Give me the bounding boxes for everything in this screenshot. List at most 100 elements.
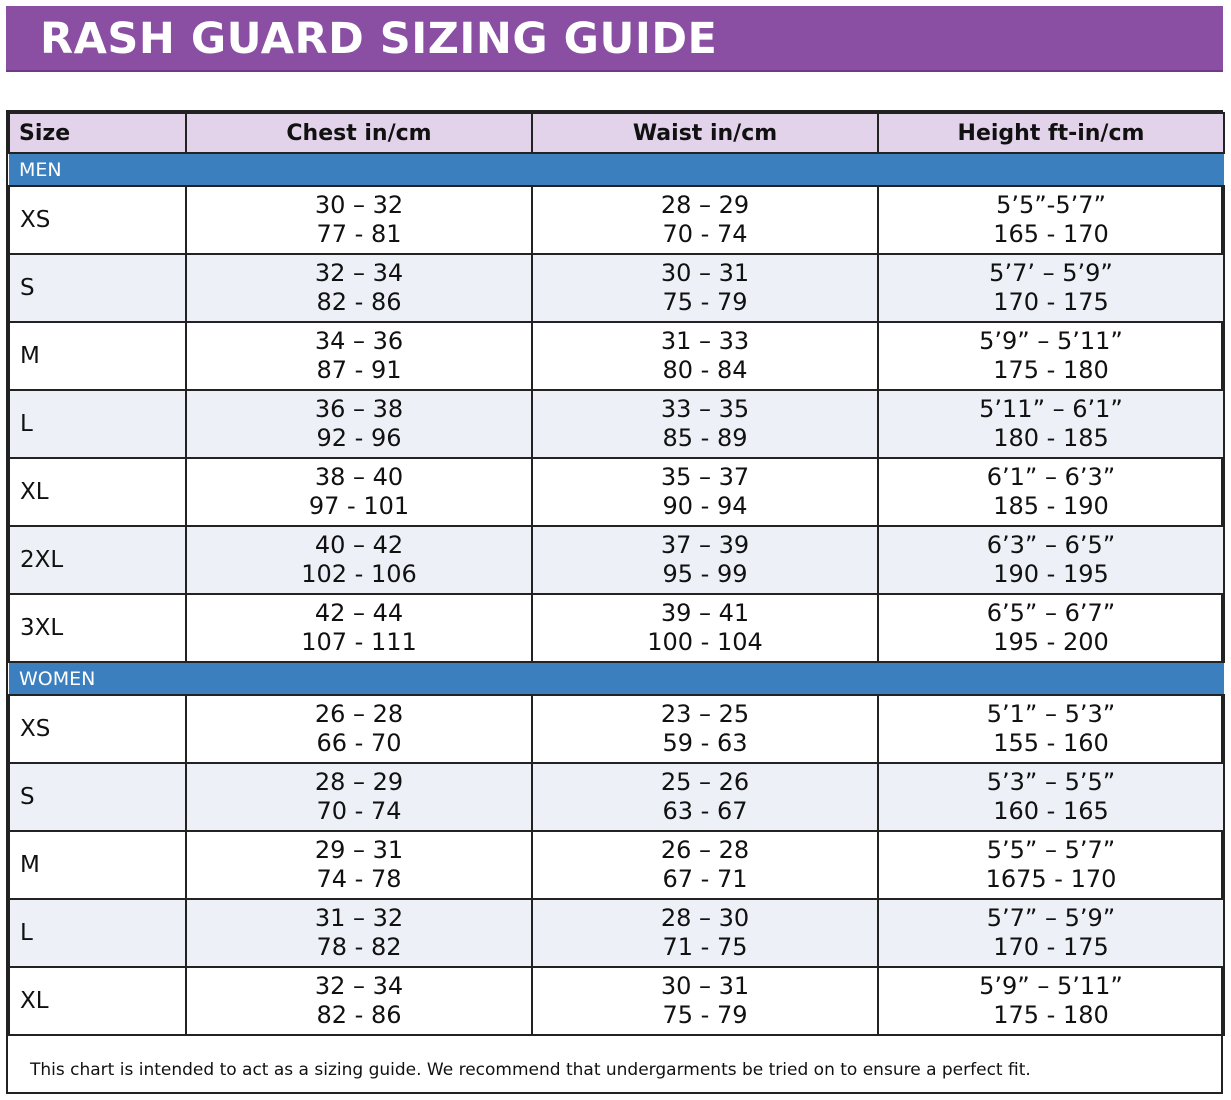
height-cm: 1675 - 170 [985, 865, 1117, 893]
height-cm: 180 - 185 [993, 424, 1109, 452]
table-row: L 36 – 38 92 - 96 33 – 35 85 - 89 5’11” – 6’1… [8, 389, 1225, 459]
height-cm: 170 - 175 [993, 933, 1109, 961]
chest-cm: 87 - 91 [316, 356, 402, 384]
table-row: 2XL 40 – 42 102 - 106 37 – 39 95 - 99 6’3” – … [8, 525, 1225, 595]
chest-cell: 31 – 32 78 - 82 [185, 898, 533, 968]
waist-inches: 31 – 33 [660, 327, 750, 355]
waist-cm: 90 - 94 [662, 492, 748, 520]
table-row: S 32 – 34 82 - 86 30 – 31 75 - 79 5’7’ – 5’9”… [8, 253, 1225, 323]
chest-inches: 38 – 40 [314, 463, 404, 491]
height-inches: 5’9” – 5’11” [979, 327, 1123, 355]
chest-inches: 28 – 29 [314, 768, 404, 796]
size-cell: S [8, 762, 187, 832]
chest-cm: 66 - 70 [316, 729, 402, 757]
waist-inches: 33 – 35 [660, 395, 750, 423]
waist-cm: 85 - 89 [662, 424, 748, 452]
height-cell: 5’5”-5’7” 165 - 170 [877, 185, 1225, 255]
chest-cm: 102 - 106 [301, 560, 417, 588]
size-cell: 2XL [8, 525, 187, 595]
height-inches: 5’5” – 5’7” [986, 836, 1116, 864]
chest-inches: 36 – 38 [314, 395, 404, 423]
chest-cell: 40 – 42 102 - 106 [185, 525, 533, 595]
height-cm: 195 - 200 [993, 628, 1109, 656]
height-cm: 175 - 180 [993, 356, 1109, 384]
height-cm: 165 - 170 [993, 220, 1109, 248]
height-cm: 170 - 175 [993, 288, 1109, 316]
height-inches: 5’7’ – 5’9” [989, 259, 1113, 287]
size-cell: L [8, 898, 187, 968]
waist-cell: 35 – 37 90 - 94 [531, 457, 879, 527]
height-cell: 5’11” – 6’1” 180 - 185 [877, 389, 1225, 459]
waist-cm: 71 - 75 [662, 933, 748, 961]
chest-cm: 92 - 96 [316, 424, 402, 452]
chest-cm: 97 - 101 [308, 492, 410, 520]
waist-inches: 30 – 31 [660, 972, 750, 1000]
height-cell: 6’1” – 6’3” 185 - 190 [877, 457, 1225, 527]
height-inches: 5’7” – 5’9” [986, 904, 1116, 932]
waist-cell: 26 – 28 67 - 71 [531, 830, 879, 900]
table-row: M 34 – 36 87 - 91 31 – 33 80 - 84 5’9” – 5’11… [8, 321, 1225, 391]
chest-cell: 30 – 32 77 - 81 [185, 185, 533, 255]
column-header-height: Height ft-in/cm [877, 112, 1225, 154]
waist-inches: 26 – 28 [660, 836, 750, 864]
chest-cell: 32 – 34 82 - 86 [185, 253, 533, 323]
waist-cell: 30 – 31 75 - 79 [531, 253, 879, 323]
section-label: MEN [9, 152, 1224, 187]
size-cell: L [8, 389, 187, 459]
section-row-men: MEN [9, 152, 1224, 187]
waist-inches: 23 – 25 [660, 700, 750, 728]
chest-cell: 34 – 36 87 - 91 [185, 321, 533, 391]
chest-cell: 32 – 34 82 - 86 [185, 966, 533, 1036]
size-cell: 3XL [8, 593, 187, 663]
table-row: XS 30 – 32 77 - 81 28 – 29 70 - 74 5’5”-5’7” 1… [8, 185, 1225, 255]
chest-cm: 70 - 74 [316, 797, 402, 825]
height-inches: 5’11” – 6’1” [979, 395, 1123, 423]
size-cell: XL [8, 457, 187, 527]
height-cm: 160 - 165 [993, 797, 1109, 825]
chest-inches: 32 – 34 [314, 259, 404, 287]
waist-cm: 100 - 104 [647, 628, 763, 656]
waist-cm: 80 - 84 [662, 356, 748, 384]
waist-cell: 39 – 41 100 - 104 [531, 593, 879, 663]
chest-cm: 78 - 82 [316, 933, 402, 961]
waist-cm: 75 - 79 [662, 1001, 748, 1029]
waist-inches: 28 – 30 [660, 904, 750, 932]
waist-inches: 39 – 41 [660, 599, 750, 627]
height-inches: 5’9” – 5’11” [979, 972, 1123, 1000]
height-cell: 5’5” – 5’7” 1675 - 170 [877, 830, 1225, 900]
table-row: XL 32 – 34 82 - 86 30 – 31 75 - 79 5’9” – 5’1… [8, 966, 1225, 1036]
chest-cell: 26 – 28 66 - 70 [185, 694, 533, 764]
waist-cell: 23 – 25 59 - 63 [531, 694, 879, 764]
column-header-chest: Chest in/cm [185, 112, 533, 154]
waist-inches: 28 – 29 [660, 191, 750, 219]
chest-cell: 29 – 31 74 - 78 [185, 830, 533, 900]
waist-cm: 63 - 67 [662, 797, 748, 825]
size-cell: XS [8, 694, 187, 764]
height-cell: 5’9” – 5’11” 175 - 180 [877, 966, 1225, 1036]
title-banner: RASH GUARD SIZING GUIDE [6, 6, 1223, 72]
waist-inches: 37 – 39 [660, 531, 750, 559]
sizing-table-container: Size Chest in/cm Waist in/cm Height ft-i… [6, 110, 1225, 1094]
sizing-table: Size Chest in/cm Waist in/cm Height ft-i… [8, 112, 1225, 1036]
waist-cell: 37 – 39 95 - 99 [531, 525, 879, 595]
column-header-waist: Waist in/cm [531, 112, 879, 154]
chest-cell: 38 – 40 97 - 101 [185, 457, 533, 527]
chest-cell: 28 – 29 70 - 74 [185, 762, 533, 832]
chest-cm: 77 - 81 [316, 220, 402, 248]
waist-cell: 28 – 30 71 - 75 [531, 898, 879, 968]
waist-inches: 35 – 37 [660, 463, 750, 491]
height-cell: 5’7” – 5’9” 170 - 175 [877, 898, 1225, 968]
chest-inches: 26 – 28 [314, 700, 404, 728]
table-row: S 28 – 29 70 - 74 25 – 26 63 - 67 5’3” – 5’5”… [8, 762, 1225, 832]
waist-cm: 67 - 71 [662, 865, 748, 893]
height-cell: 6’5” – 6’7” 195 - 200 [877, 593, 1225, 663]
page-title: RASH GUARD SIZING GUIDE [40, 14, 718, 64]
height-inches: 5’3” – 5’5” [986, 768, 1116, 796]
chest-cell: 36 – 38 92 - 96 [185, 389, 533, 459]
column-header-size: Size [8, 112, 187, 154]
table-header-row: Size Chest in/cm Waist in/cm Height ft-i… [8, 112, 1225, 154]
table-row: L 31 – 32 78 - 82 28 – 30 71 - 75 5’7” – 5’9”… [8, 898, 1225, 968]
chest-inches: 29 – 31 [314, 836, 404, 864]
size-cell: S [8, 253, 187, 323]
chest-cm: 82 - 86 [316, 1001, 402, 1029]
